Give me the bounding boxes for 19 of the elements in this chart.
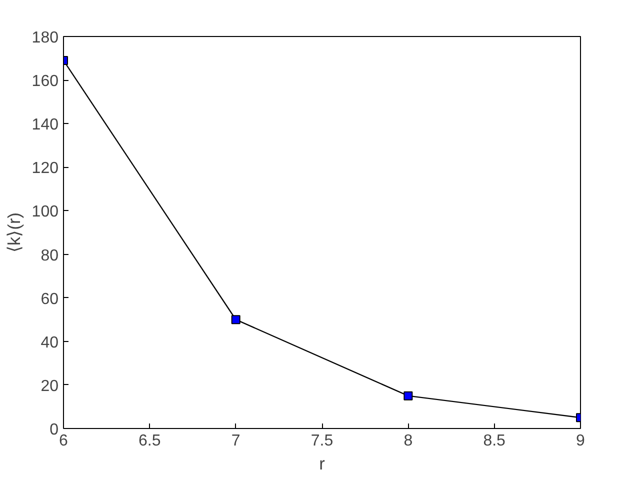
y-tick-label: 120 <box>32 160 59 178</box>
y-tick-label: 80 <box>40 247 59 264</box>
y-tick-label: 160 <box>32 73 59 90</box>
y-tick-label: 140 <box>32 116 59 134</box>
y-tick-label: 0 <box>50 422 59 438</box>
x-tick-label: 6.5 <box>138 432 161 450</box>
x-tick-label: 9 <box>576 432 586 450</box>
y-axis-title: ⟨k⟩(r) <box>4 212 24 252</box>
x-tick-label: 7.5 <box>310 432 334 450</box>
y-tick-label: 180 <box>32 30 59 46</box>
y-tick-label: 20 <box>40 378 59 395</box>
x-tick-label: 8 <box>404 432 413 450</box>
y-tick-label: 60 <box>40 290 59 308</box>
y-tick-label: 100 <box>32 204 59 221</box>
x-tick-label: 7 <box>231 432 240 450</box>
x-tick-label: 6 <box>59 432 68 450</box>
y-tick-label: 40 <box>40 334 59 352</box>
x-tick-label: 8.5 <box>483 432 506 450</box>
x-axis-title: r <box>319 454 326 474</box>
